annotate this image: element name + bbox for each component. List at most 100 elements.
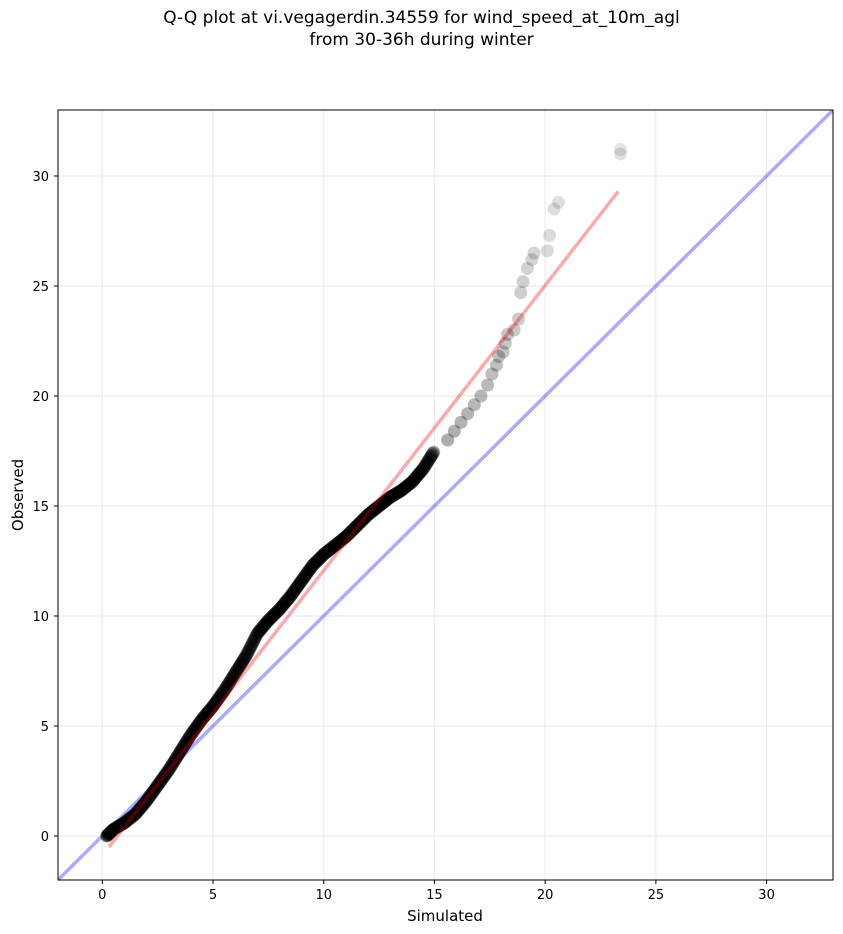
- data-point: [263, 612, 277, 626]
- data-point: [251, 626, 265, 640]
- data-point: [386, 489, 400, 503]
- data-point: [239, 649, 253, 663]
- data-point: [342, 527, 356, 541]
- data-point: [122, 812, 136, 826]
- data-point: [301, 565, 315, 579]
- data-point: [267, 608, 281, 622]
- data-point: [225, 671, 239, 685]
- data-point: [196, 711, 210, 725]
- data-point: [416, 463, 430, 477]
- data-point: [391, 485, 405, 499]
- data-point: [398, 480, 412, 494]
- data-point: [162, 763, 176, 777]
- data-point: [454, 415, 468, 429]
- data-point: [283, 590, 297, 604]
- data-point: [349, 520, 363, 534]
- data-point: [474, 389, 488, 403]
- data-point: [207, 698, 221, 712]
- data-point: [357, 512, 371, 526]
- data-point: [175, 742, 189, 756]
- data-point: [119, 815, 133, 829]
- data-point: [374, 498, 388, 512]
- data-point: [247, 633, 261, 647]
- data-point: [223, 674, 237, 688]
- data-point: [308, 556, 322, 570]
- data-point: [352, 517, 366, 531]
- data-point: [192, 717, 206, 731]
- data-point: [411, 468, 425, 482]
- data-point: [289, 582, 303, 595]
- data-point: [105, 824, 119, 838]
- data-point: [121, 813, 135, 827]
- data-point: [364, 505, 378, 519]
- data-point: [180, 734, 194, 748]
- data-point: [514, 286, 528, 300]
- data-point: [151, 778, 165, 792]
- data-point: [272, 602, 286, 616]
- data-point: [238, 650, 252, 664]
- data-point: [282, 591, 296, 605]
- data-point: [333, 535, 347, 549]
- data-point: [212, 690, 226, 704]
- data-point: [358, 511, 372, 525]
- data-point: [275, 600, 289, 614]
- data-point: [193, 715, 207, 729]
- data-point: [206, 699, 220, 713]
- data-point: [265, 610, 279, 624]
- reference-layer: [58, 110, 833, 880]
- data-point: [113, 818, 127, 832]
- data-point: [291, 579, 305, 593]
- data-point: [419, 458, 433, 472]
- data-point: [132, 803, 146, 817]
- data-point: [403, 477, 417, 491]
- data-point: [146, 785, 160, 799]
- data-point: [376, 496, 390, 510]
- data-point: [408, 472, 422, 486]
- data-point: [370, 500, 384, 514]
- data-point: [348, 520, 362, 534]
- data-point: [356, 513, 370, 527]
- data-point: [405, 475, 419, 489]
- data-point: [372, 499, 386, 513]
- data-point: [400, 479, 414, 493]
- data-point: [363, 507, 377, 521]
- data-point: [141, 792, 155, 806]
- data-point: [318, 546, 332, 560]
- data-point: [348, 521, 362, 535]
- data-point: [274, 601, 288, 615]
- data-point: [121, 813, 135, 827]
- data-point: [344, 525, 358, 539]
- data-point: [312, 552, 326, 566]
- data-point: [137, 797, 151, 811]
- data-point: [422, 453, 436, 467]
- data-point: [111, 820, 125, 834]
- data-point: [186, 725, 200, 738]
- data-point: [140, 794, 154, 808]
- data-point: [414, 464, 428, 478]
- data-point: [172, 747, 186, 761]
- data-point: [195, 712, 209, 726]
- data-point: [208, 696, 222, 710]
- data-point: [385, 489, 399, 503]
- data-point: [262, 613, 276, 627]
- data-point: [324, 542, 338, 556]
- data-point: [234, 657, 248, 671]
- data-point: [404, 475, 418, 489]
- data-point: [120, 814, 134, 828]
- data-point: [248, 631, 262, 645]
- reference-line: [58, 110, 833, 880]
- data-point: [110, 820, 124, 834]
- data-point: [316, 548, 330, 562]
- data-point: [404, 476, 418, 490]
- data-point: [270, 605, 284, 619]
- data-point: [113, 819, 127, 833]
- data-point: [226, 670, 240, 684]
- data-point: [304, 561, 318, 575]
- data-point: [176, 740, 190, 754]
- data-point: [295, 574, 309, 588]
- data-point: [184, 728, 198, 742]
- data-point: [543, 228, 557, 242]
- data-point: [380, 493, 394, 507]
- data-point: [107, 822, 121, 836]
- data-point: [288, 583, 302, 597]
